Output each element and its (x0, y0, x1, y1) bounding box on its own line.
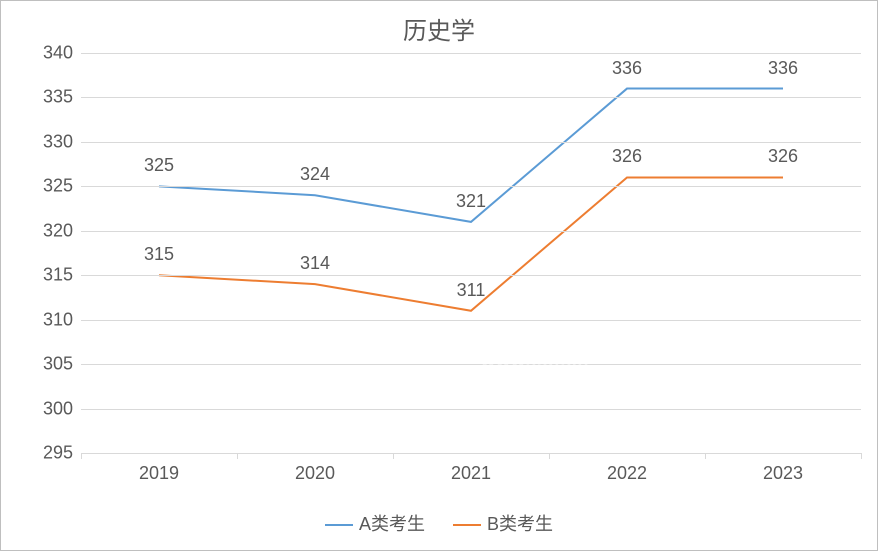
legend-swatch (453, 524, 481, 526)
gridline (81, 53, 861, 54)
legend-label: B类考生 (487, 514, 553, 534)
x-tick (705, 453, 706, 459)
y-tick-label: 300 (43, 398, 81, 419)
x-tick-label: 2023 (763, 453, 803, 484)
y-tick-label: 310 (43, 309, 81, 330)
gridline (81, 320, 861, 321)
x-tick-label: 2021 (451, 453, 491, 484)
legend: A类考生 B类考生 (1, 510, 877, 536)
y-tick-label: 325 (43, 176, 81, 197)
legend-item: B类考生 (453, 510, 553, 536)
data-label: 336 (768, 58, 798, 79)
x-tick (237, 453, 238, 459)
legend-label: A类考生 (359, 514, 425, 534)
gridline (81, 186, 861, 187)
gridline (81, 275, 861, 276)
y-tick-label: 330 (43, 131, 81, 152)
data-label: 324 (300, 164, 330, 185)
data-label: 325 (144, 155, 174, 176)
x-tick (81, 453, 82, 459)
data-label: 314 (300, 253, 330, 274)
x-tick (549, 453, 550, 459)
x-tick-label: 2019 (139, 453, 179, 484)
legend-swatch (325, 524, 353, 526)
plot-area: 2953003053103153203253303353402019202020… (81, 53, 861, 453)
data-label: 311 (457, 280, 486, 301)
data-label: 321 (456, 191, 486, 212)
gridline (81, 364, 861, 365)
y-tick-label: 295 (43, 443, 81, 464)
data-label: 326 (612, 146, 642, 167)
data-label: 315 (144, 244, 174, 265)
y-tick-label: 305 (43, 354, 81, 375)
gridline (81, 231, 861, 232)
x-tick-label: 2020 (295, 453, 335, 484)
data-label: 326 (768, 146, 798, 167)
y-tick-label: 320 (43, 220, 81, 241)
x-tick (393, 453, 394, 459)
x-tick (861, 453, 862, 459)
y-tick-label: 340 (43, 43, 81, 64)
gridline (81, 409, 861, 410)
gridline (81, 142, 861, 143)
chart-title: 历史学 (1, 11, 877, 46)
legend-item: A类考生 (325, 510, 425, 536)
line-layer (81, 53, 861, 453)
y-tick-label: 315 (43, 265, 81, 286)
chart-container: 历史学 295300305310315320325330335340201920… (0, 0, 878, 551)
gridline (81, 97, 861, 98)
data-label: 336 (612, 58, 642, 79)
x-tick-label: 2022 (607, 453, 647, 484)
y-tick-label: 335 (43, 87, 81, 108)
